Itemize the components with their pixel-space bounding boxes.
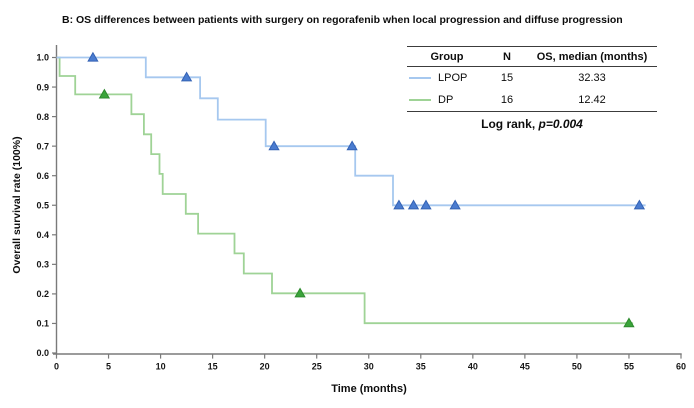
- x-tick-label: 10: [156, 362, 166, 372]
- header-n: N: [503, 50, 511, 63]
- y-tick-label: 0.4: [36, 230, 49, 240]
- x-tick-label: 40: [468, 362, 478, 372]
- legend-table: Group N OS, median (months) LPOP 15 32.3…: [407, 46, 657, 131]
- censor-marker-dp: [98, 88, 111, 99]
- log-rank-annotation: Log rank, p=0.004: [407, 117, 657, 131]
- y-tick-label: 0.0: [36, 348, 49, 358]
- x-tick-label: 0: [54, 362, 59, 372]
- header-os-median: OS, median (months): [536, 50, 648, 63]
- lpop-line-swatch: [409, 77, 431, 79]
- n-value: 16: [500, 94, 514, 106]
- group-cell: LPOP: [407, 72, 487, 84]
- x-tick-label: 50: [572, 362, 582, 372]
- y-tick-label: 0.5: [36, 200, 49, 210]
- censor-marker-lpop: [268, 140, 280, 151]
- x-tick-label: 20: [260, 362, 270, 372]
- censor-marker-lpop: [449, 199, 461, 210]
- censor-marker-lpop: [420, 199, 432, 210]
- os-median-value: 32.33: [578, 72, 606, 84]
- x-tick-label: 25: [312, 362, 322, 372]
- censor-marker-dp: [623, 317, 635, 328]
- y-tick-label: 0.3: [36, 260, 49, 270]
- y-tick-label: 1.0: [36, 53, 49, 63]
- log-rank-p-value: p=0.004: [538, 117, 583, 131]
- y-tick-label: 0.2: [36, 289, 49, 299]
- censor-marker-dp: [294, 287, 306, 298]
- x-axis-label: Time (months): [331, 383, 407, 395]
- x-tick-label: 30: [364, 362, 374, 372]
- censor-marker-lpop: [346, 140, 358, 151]
- dp-line-swatch: [409, 99, 431, 101]
- x-tick-label: 5: [106, 362, 111, 372]
- x-tick-label: 60: [676, 362, 686, 372]
- y-tick-label: 0.8: [36, 112, 49, 122]
- table-rule-top: [407, 46, 657, 47]
- x-tick-label: 45: [520, 362, 530, 372]
- header-group: Group: [430, 50, 464, 63]
- table-row-lpop: LPOP 15 32.33: [407, 67, 657, 89]
- group-label: DP: [438, 94, 454, 106]
- censor-marker-lpop: [393, 199, 405, 210]
- table-rule-bottom: [407, 111, 657, 112]
- group-cell: DP: [407, 94, 487, 106]
- y-tick-label: 0.7: [36, 141, 49, 151]
- y-tick-label: 0.1: [36, 319, 49, 329]
- x-tick-label: 55: [624, 362, 634, 372]
- group-label: LPOP: [438, 72, 468, 84]
- censor-marker-lpop: [407, 199, 420, 210]
- table-rule-mid: [407, 66, 657, 67]
- censor-marker-lpop: [87, 51, 99, 62]
- censor-marker-lpop: [633, 199, 646, 210]
- y-tick-label: 0.9: [36, 82, 49, 92]
- os-median-value: 12.42: [578, 94, 606, 106]
- table-header-row: Group N OS, median (months): [407, 47, 657, 66]
- survival-curve-lpop: [56, 56, 646, 207]
- x-tick-label: 15: [208, 362, 218, 372]
- table-row-dp: DP 16 12.42: [407, 89, 657, 111]
- y-tick-label: 0.6: [36, 171, 49, 181]
- n-value: 15: [500, 72, 514, 84]
- figure-title: B: OS differences between patients with …: [62, 14, 623, 26]
- censor-marker-lpop: [180, 71, 193, 82]
- log-rank-prefix: Log rank,: [481, 117, 539, 131]
- x-tick-label: 35: [416, 362, 426, 372]
